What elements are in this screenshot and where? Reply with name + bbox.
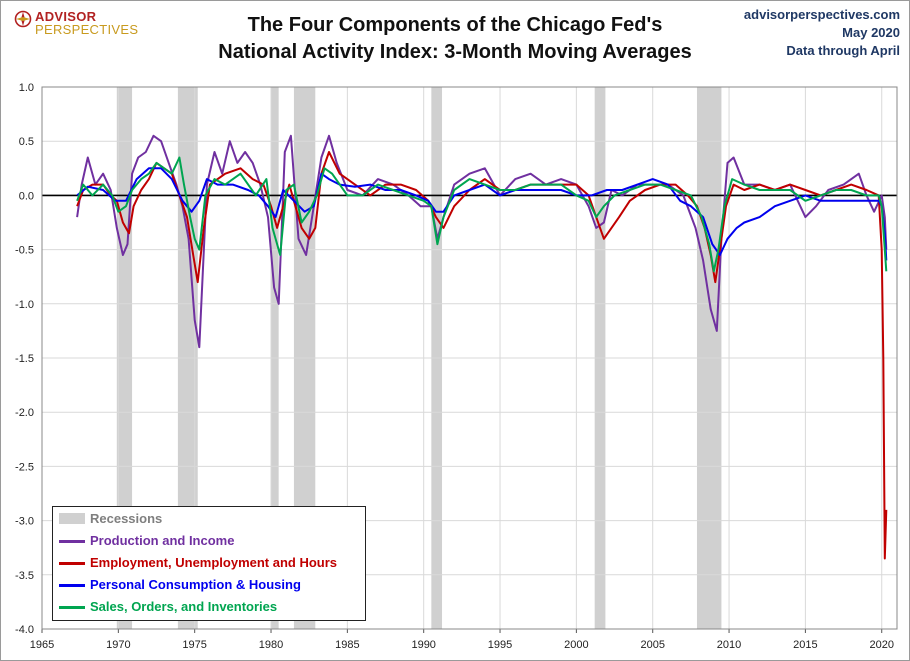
x-tick-label-8: 2005 — [640, 639, 664, 651]
x-tick-label-5: 1990 — [411, 639, 435, 651]
y-tick-labels: 1.0 0.5 0.0 -0.5 -1.0 -1.5 -2.0 -2.5 -3.0 -3.5 -4.… — [15, 82, 34, 636]
source-date: May 2020 — [842, 25, 900, 40]
legend-label-consumption: Personal Consumption & Housing — [90, 577, 301, 592]
legend-swatch-consumption — [59, 584, 85, 587]
legend-swatch-recessions — [59, 513, 85, 524]
chart-title-line2: National Activity Index: 3-Month Moving … — [218, 41, 692, 63]
y-tick-label-8: -3.0 — [15, 516, 34, 528]
legend-label-recessions: Recessions — [90, 511, 163, 526]
y-tick-label-2: 0.0 — [19, 190, 34, 202]
y-tick-label-0: 1.0 — [19, 82, 34, 94]
y-tick-label-6: -2.0 — [15, 407, 34, 419]
y-tick-label-10: -4.0 — [15, 624, 34, 636]
axes — [41, 86, 898, 633]
compass-icon — [14, 10, 32, 28]
logo-text-perspectives: PERSPECTIVES — [35, 22, 139, 37]
legend-swatch-employment — [59, 562, 85, 565]
x-tick-label-2: 1975 — [182, 639, 206, 651]
legend-label-employment: Employment, Unemployment and Hours — [90, 555, 338, 570]
y-tick-label-7: -2.5 — [15, 461, 34, 473]
series-lines — [76, 134, 888, 560]
y-tick-label-3: -0.5 — [15, 245, 34, 257]
y-tick-label-5: -1.5 — [15, 353, 34, 365]
legend-label-production: Production and Income — [90, 533, 235, 548]
x-tick-label-6: 1995 — [488, 639, 512, 651]
source-data-through: Data through April — [786, 43, 900, 58]
x-tick-label-1: 1970 — [106, 639, 130, 651]
x-tick-label-10: 2015 — [793, 639, 817, 651]
advisor-perspectives-logo: ADVISOR PERSPECTIVES — [14, 9, 138, 37]
logo-text-advisor: ADVISOR — [35, 9, 97, 24]
x-tick-label-11: 2020 — [869, 639, 893, 651]
series-line-consumption — [76, 167, 888, 261]
x-tick-label-0: 1965 — [30, 639, 54, 651]
x-tick-labels: 1965 1970 1975 1980 1985 1990 1995 2000 2005 2010… — [30, 639, 894, 651]
y-tick-label-9: -3.5 — [15, 570, 34, 582]
chart-title: The Four Components of the Chicago Fed's… — [170, 12, 740, 66]
legend-swatch-sales — [59, 606, 85, 609]
y-tick-label-1: 0.5 — [19, 136, 34, 148]
source-website: advisorperspectives.com — [743, 7, 900, 22]
legend-swatch-production — [59, 540, 85, 543]
series-line-sales — [76, 156, 888, 273]
chart-legend: Recessions Production and Income Employm… — [52, 506, 366, 621]
source-info: advisorperspectives.com May 2020 Data th… — [744, 6, 900, 60]
x-tick-label-4: 1985 — [335, 639, 359, 651]
x-tick-label-9: 2010 — [717, 639, 741, 651]
plot-area-border — [41, 86, 898, 630]
chart-title-line1: The Four Components of the Chicago Fed's — [247, 14, 663, 36]
legend-label-sales: Sales, Orders, and Inventories — [90, 599, 278, 614]
x-tick-label-7: 2000 — [564, 639, 588, 651]
series-line-production — [76, 134, 888, 349]
y-tick-label-4: -1.0 — [15, 299, 34, 311]
x-tick-label-3: 1980 — [259, 639, 283, 651]
